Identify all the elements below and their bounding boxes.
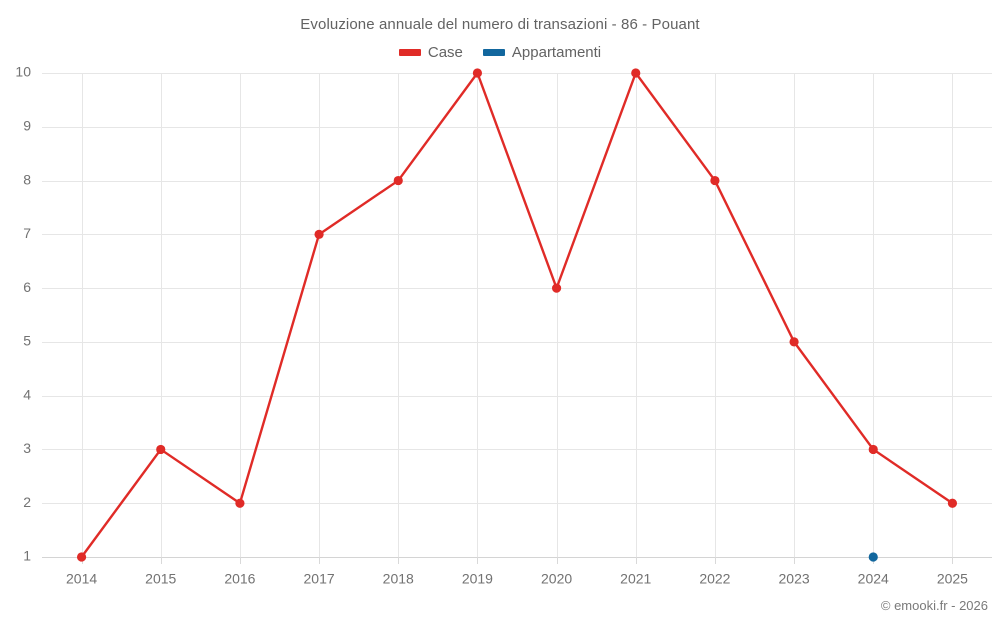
y-axis-tick-label: 7 xyxy=(23,225,31,241)
data-point[interactable] xyxy=(947,498,958,508)
data-point[interactable] xyxy=(789,337,799,347)
x-axis-tick-label: 2023 xyxy=(779,570,810,586)
x-axis-tick-label: 2020 xyxy=(541,570,572,586)
x-axis-tick-label: 2021 xyxy=(620,570,651,586)
x-axis-tick-label: 2017 xyxy=(304,570,335,586)
x-axis-tick-label: 2024 xyxy=(858,570,889,586)
legend-item-case[interactable]: Case xyxy=(398,44,463,61)
data-point[interactable] xyxy=(710,175,720,186)
y-axis-tick-label: 1 xyxy=(23,548,31,564)
series-line-case xyxy=(80,71,954,559)
chart-credit: © emooki.fr - 2026 xyxy=(880,598,988,613)
y-axis-tick-label: 10 xyxy=(15,64,31,80)
x-axis-tick-label: 2016 xyxy=(224,570,255,586)
tickmarks-group xyxy=(82,557,953,564)
data-point[interactable] xyxy=(472,68,483,78)
series-group xyxy=(76,68,958,562)
data-point[interactable] xyxy=(631,68,641,78)
data-point[interactable] xyxy=(551,283,562,293)
y-axis-tick-label: 4 xyxy=(23,386,31,402)
x-axis-tick-label: 2025 xyxy=(937,570,968,586)
y-axis-tick-label: 6 xyxy=(23,279,31,295)
x-axis-labels-group: 2014 2015 2016 2017 2018 2019 2020 2021 2022 2023… xyxy=(66,570,968,586)
data-point[interactable] xyxy=(868,444,878,455)
data-point[interactable] xyxy=(76,552,87,562)
y-axis-tick-label: 8 xyxy=(23,171,31,187)
data-point[interactable] xyxy=(393,175,403,186)
data-point[interactable] xyxy=(156,444,166,455)
legend-label-appartamenti: Appartamenti xyxy=(511,44,602,61)
legend-swatch-case xyxy=(398,49,421,56)
x-axis-tick-label: 2018 xyxy=(383,570,414,586)
x-axis-tick-label: 2014 xyxy=(66,570,97,586)
x-axis-tick-label: 2015 xyxy=(145,570,176,586)
chart-title: Evoluzione annuale del numero di transaz… xyxy=(300,16,700,33)
y-axis-tick-label: 3 xyxy=(23,440,31,456)
y-axis-tick-label: 5 xyxy=(23,333,31,349)
legend-item-appartamenti[interactable]: Appartamenti xyxy=(482,44,602,61)
x-axis-tick-label: 2019 xyxy=(462,570,493,586)
gridlines-group xyxy=(42,73,992,558)
y-axis-labels-group: 1 2 3 4 5 6 7 8 9 10 xyxy=(15,64,31,564)
x-axis-tick-label: 2022 xyxy=(699,570,730,586)
legend-swatch-appartamenti xyxy=(482,49,505,56)
data-point[interactable] xyxy=(868,552,878,562)
data-point[interactable] xyxy=(235,498,245,508)
legend-label-case: Case xyxy=(427,44,463,61)
y-axis-tick-label: 9 xyxy=(23,117,31,133)
y-axis-tick-label: 2 xyxy=(23,494,31,510)
chart-legend: Case Appartamenti xyxy=(0,44,1000,61)
data-point[interactable] xyxy=(314,229,324,239)
